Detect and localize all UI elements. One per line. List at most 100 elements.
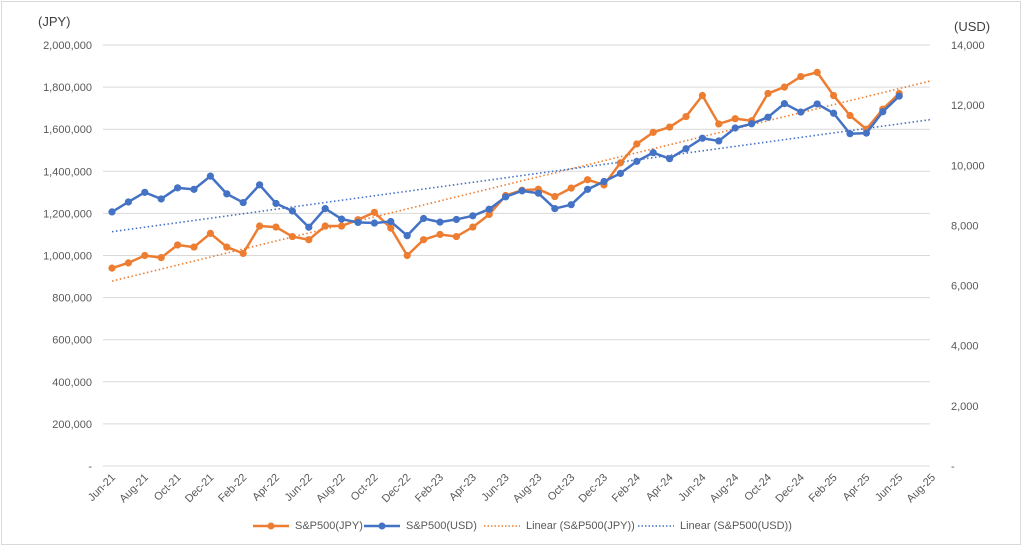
series-usd-point	[469, 212, 477, 220]
series-usd-point	[698, 134, 707, 142]
series-usd-point	[846, 130, 854, 138]
y-left-tick-label: 1,400,000	[43, 166, 92, 178]
legend-swatch-linear-usd	[638, 525, 674, 527]
x-tick-label: Jun-24	[676, 472, 708, 504]
x-tick-label: Dec-21	[183, 472, 217, 506]
series-jpy-point	[731, 115, 739, 123]
series-usd-point	[174, 184, 182, 192]
series-jpy-point	[469, 223, 477, 231]
legend-item-usd: S&P500(USD)	[364, 520, 477, 532]
series-usd-point	[420, 214, 428, 223]
x-tick-label: Jun-21	[86, 472, 118, 504]
legend-item-linear-jpy: Linear (S&P500(JPY))	[484, 520, 635, 532]
x-tick-label: Aug-23	[511, 472, 545, 506]
series-jpy-point	[190, 243, 198, 251]
series-usd-point	[584, 185, 592, 193]
series-usd-point	[649, 149, 657, 157]
series-usd-point	[502, 193, 510, 201]
series-jpy-point	[403, 251, 411, 260]
legend-swatch-jpy	[253, 522, 289, 530]
series-jpy-point	[206, 229, 214, 237]
series-usd-point	[108, 208, 116, 216]
x-tick-label: Dec-24	[773, 472, 807, 506]
y-right-tick-label: 14,000	[951, 40, 985, 52]
series-jpy-point	[305, 236, 313, 244]
x-tick-label: Aug-22	[314, 472, 348, 506]
series-usd-point	[600, 177, 608, 186]
left-axis-unit: (JPY)	[38, 14, 71, 29]
legend-label-linear-usd: Linear (S&P500(USD))	[680, 520, 792, 532]
series-jpy-point	[682, 112, 690, 121]
y-left-tick-label: 600,000	[52, 335, 92, 347]
series-usd-point	[518, 187, 526, 195]
series-jpy-point	[764, 89, 772, 98]
series-usd-point	[321, 204, 329, 213]
y-left-tick-label: 200,000	[52, 419, 92, 431]
x-tick-label: Jun-23	[479, 472, 511, 504]
y-left-tick-label: 1,200,000	[43, 208, 92, 220]
series-usd-point	[272, 199, 280, 208]
series-usd-point	[879, 108, 887, 116]
series-jpy-point	[141, 251, 149, 260]
y-left-tick-label: 400,000	[52, 377, 92, 389]
series-usd-point	[534, 189, 543, 197]
x-tick-label: Aug-25	[905, 472, 939, 506]
series-usd-point	[452, 215, 460, 224]
y-left-tick-label: 2,000,000	[43, 40, 92, 52]
series-usd-point	[862, 129, 871, 137]
series-usd-point	[354, 218, 362, 227]
x-tick-label: Oct-22	[349, 472, 381, 504]
y-left-tick-label: 1,000,000	[43, 251, 92, 263]
x-tick-label: Jun-25	[873, 472, 905, 504]
series-jpy-point	[584, 176, 592, 184]
y-left-tick-label: 800,000	[52, 293, 92, 305]
series-usd-point	[780, 100, 789, 108]
series-jpy-point	[174, 241, 182, 249]
legend-label-linear-jpy: Linear (S&P500(JPY))	[526, 520, 635, 532]
x-tick-label: Apr-24	[644, 472, 676, 504]
x-tick-label: Apr-23	[447, 472, 479, 504]
series-usd-point	[666, 155, 674, 163]
series-usd-point	[288, 207, 296, 215]
x-tick-label: Feb-24	[610, 472, 643, 505]
legend: S&P500(JPY) S&P500(USD) Linear (S&P500(J…	[0, 520, 1024, 538]
y-right-tick-label: 6,000	[951, 281, 979, 293]
series-jpy-point	[256, 222, 264, 230]
legend-swatch-usd	[364, 522, 400, 530]
series-jpy-point	[485, 210, 493, 219]
series-usd-point	[895, 92, 903, 100]
series-jpy-point	[846, 111, 854, 120]
series-jpy-point	[370, 208, 378, 216]
series-usd-point	[403, 232, 411, 240]
series-jpy-point	[633, 140, 641, 148]
series-usd-point	[731, 124, 739, 132]
series-usd-point	[813, 100, 821, 108]
series-jpy-point	[338, 222, 346, 230]
series-usd-point	[239, 198, 247, 207]
y-left-tick-label: 1,600,000	[43, 124, 92, 136]
series-jpy-point	[288, 232, 296, 241]
series-usd-point	[633, 157, 641, 165]
series-jpy-point	[436, 230, 444, 239]
x-tick-label: Apr-25	[841, 472, 873, 504]
trendline-jpy	[111, 79, 933, 282]
x-tick-label: Feb-22	[216, 472, 249, 505]
series-usd-point	[141, 188, 149, 196]
legend-label-usd: S&P500(USD)	[406, 520, 477, 532]
series-jpy-point	[616, 159, 625, 167]
series-jpy-point	[223, 243, 231, 251]
series-usd-point	[436, 218, 444, 226]
series-jpy-point	[387, 224, 395, 232]
series-jpy-point	[272, 223, 280, 231]
x-tick-label: Aug-21	[117, 472, 151, 506]
series-jpy-point	[124, 259, 132, 267]
legend-swatch-linear-jpy	[484, 525, 520, 527]
series-usd-point	[682, 145, 690, 153]
legend-label-jpy: S&P500(JPY)	[295, 520, 363, 532]
y-right-tick-label: 10,000	[951, 160, 985, 172]
series-usd-point	[485, 205, 493, 213]
series-jpy-point	[813, 68, 821, 76]
series-jpy-point	[321, 222, 329, 230]
series-jpy-point	[551, 192, 559, 201]
y-right-tick-label: -	[951, 461, 955, 473]
